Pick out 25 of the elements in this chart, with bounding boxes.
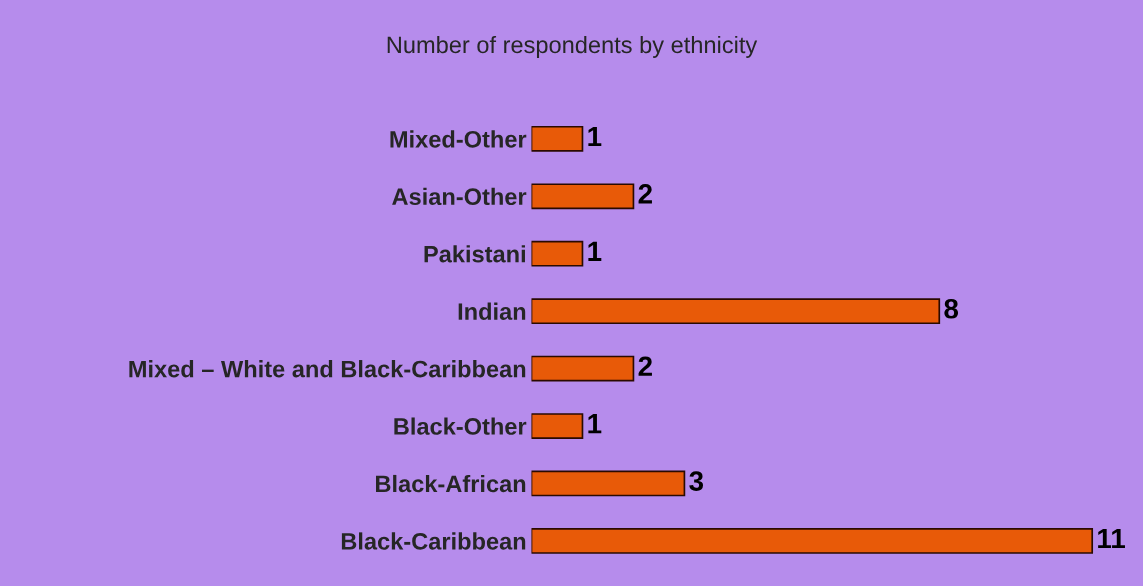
y-tick-label: Black-Caribbean [341,532,526,550]
data-label: 1 [588,414,602,434]
data-label: 2 [638,356,652,376]
bar [531,470,686,497]
bar [531,125,584,152]
chart-title: Number of respondents by ethnicity [387,35,758,58]
bar [531,528,1094,554]
data-label: 1 [588,126,602,147]
y-tick-label: Black-African [376,474,526,493]
data-label: 2 [638,184,652,204]
bar [531,413,584,439]
y-tick-label: Asian-Other [392,187,527,206]
y-tick-label: Black-Other [394,417,527,435]
bar [531,183,635,210]
data-label: 8 [944,298,959,319]
data-label: 3 [689,471,704,491]
bar [531,355,635,382]
bar [531,298,941,325]
y-tick-label: Mixed – White and Black-Caribbean [129,360,526,378]
y-tick-label: Indian [458,302,526,320]
y-tick-label: Mixed-Other [390,130,527,148]
bar [531,240,584,267]
data-label: 11 [1098,528,1125,549]
data-label: 1 [588,241,602,261]
y-tick-label: Pakistani [424,245,525,263]
